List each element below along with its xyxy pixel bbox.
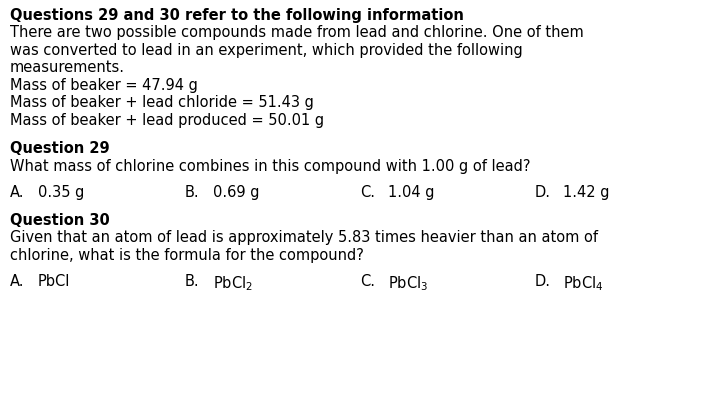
Text: B.: B. — [185, 274, 200, 289]
Text: was converted to lead in an experiment, which provided the following: was converted to lead in an experiment, … — [10, 43, 523, 58]
Text: Mass of beaker = 47.94 g: Mass of beaker = 47.94 g — [10, 78, 198, 93]
Text: chlorine, what is the formula for the compound?: chlorine, what is the formula for the co… — [10, 248, 364, 263]
Text: Question 29: Question 29 — [10, 141, 110, 156]
Text: PbCl: PbCl — [38, 274, 70, 289]
Text: B.: B. — [185, 185, 200, 200]
Text: 0.35 g: 0.35 g — [38, 185, 84, 200]
Text: C.: C. — [360, 185, 375, 200]
Text: There are two possible compounds made from lead and chlorine. One of them: There are two possible compounds made fr… — [10, 25, 584, 40]
Text: 0.69 g: 0.69 g — [213, 185, 259, 200]
Text: PbCl$_4$: PbCl$_4$ — [563, 274, 603, 293]
Text: PbCl$_3$: PbCl$_3$ — [388, 274, 428, 293]
Text: D.: D. — [535, 185, 551, 200]
Text: D.: D. — [535, 274, 551, 289]
Text: A.: A. — [10, 274, 25, 289]
Text: A.: A. — [10, 185, 25, 200]
Text: 1.04 g: 1.04 g — [388, 185, 435, 200]
Text: C.: C. — [360, 274, 375, 289]
Text: Questions 29 and 30 refer to the following information: Questions 29 and 30 refer to the followi… — [10, 8, 464, 23]
Text: 1.42 g: 1.42 g — [563, 185, 610, 200]
Text: PbCl$_2$: PbCl$_2$ — [213, 274, 253, 293]
Text: Mass of beaker + lead chloride = 51.43 g: Mass of beaker + lead chloride = 51.43 g — [10, 96, 314, 111]
Text: measurements.: measurements. — [10, 60, 125, 75]
Text: Mass of beaker + lead produced = 50.01 g: Mass of beaker + lead produced = 50.01 g — [10, 113, 324, 128]
Text: Question 30: Question 30 — [10, 213, 110, 228]
Text: What mass of chlorine combines in this compound with 1.00 g of lead?: What mass of chlorine combines in this c… — [10, 158, 530, 173]
Text: Given that an atom of lead is approximately 5.83 times heavier than an atom of: Given that an atom of lead is approximat… — [10, 230, 598, 245]
